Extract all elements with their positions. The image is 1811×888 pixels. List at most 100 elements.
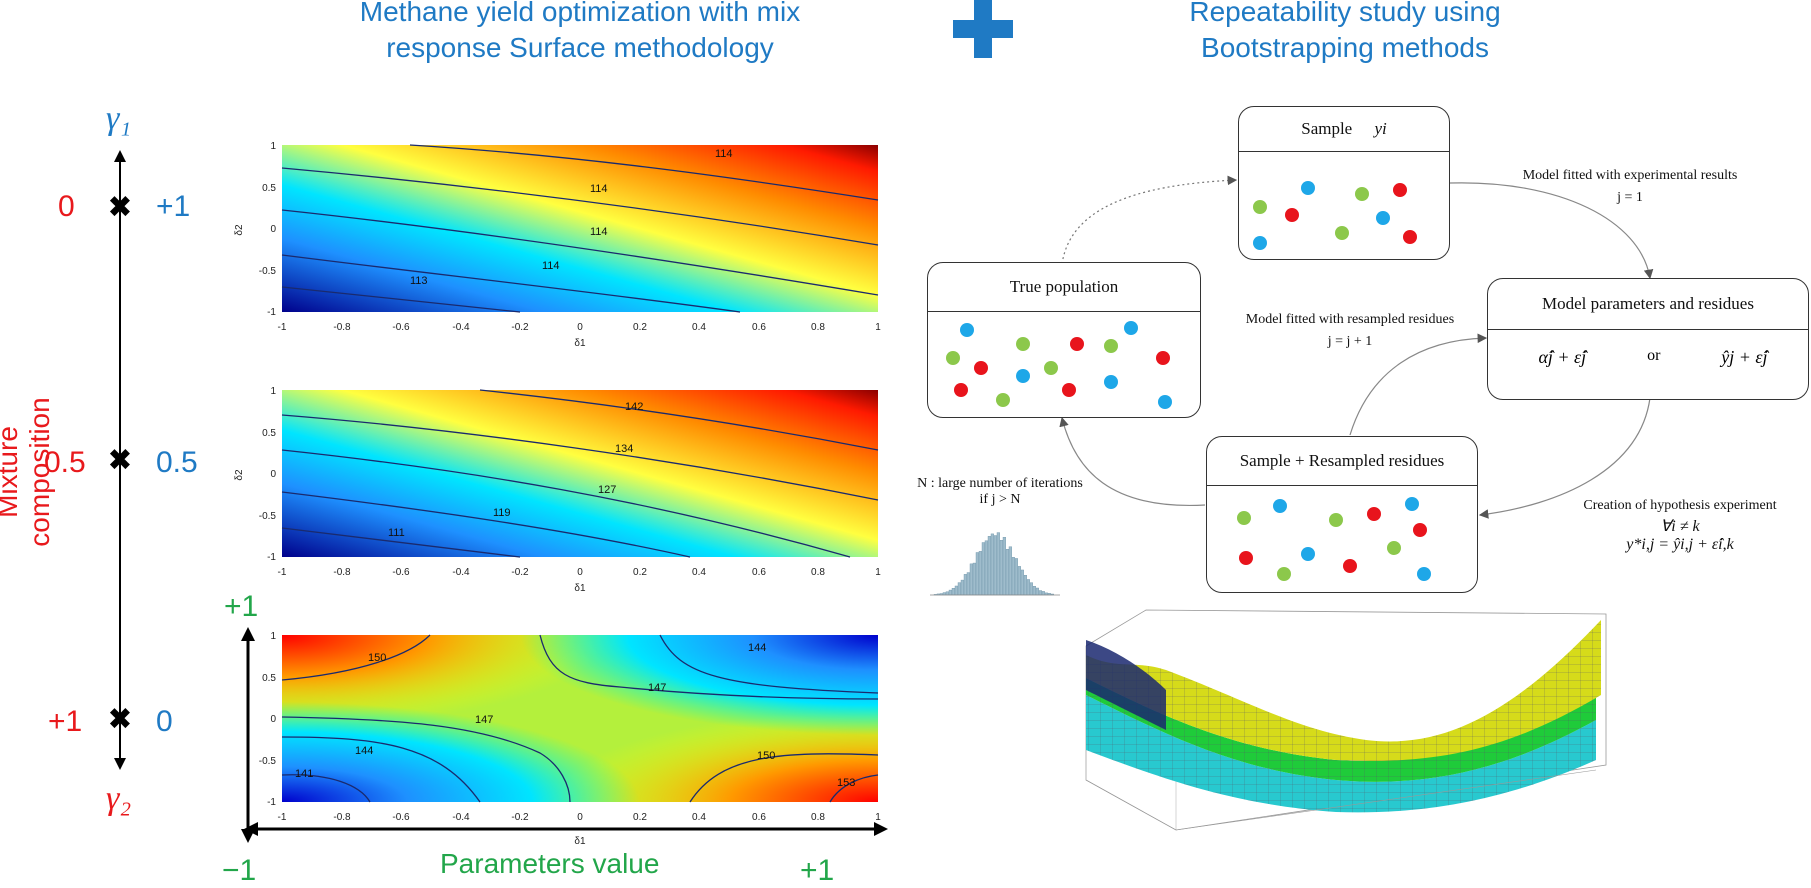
contour-line — [829, 774, 879, 803]
hypothesis-forall: ∀i ≠ k — [1660, 518, 1700, 535]
y-tick: -1 — [267, 552, 276, 563]
x-tick: 0.8 — [811, 322, 825, 333]
histogram-bar — [1029, 582, 1033, 596]
contour-label-3: 127 — [598, 484, 616, 496]
x-tick: -0.4 — [452, 322, 470, 333]
contour-plot-2: 142 134 127 119 111 1 0.5 0 -0.5 -1 -1 -… — [234, 386, 881, 594]
contour-line — [281, 286, 521, 313]
histogram-bar — [1008, 546, 1012, 596]
heatmap-field — [282, 390, 878, 557]
histogram-bar — [951, 588, 955, 596]
parameter-arrows — [241, 627, 888, 843]
formula-yhat: ŷj + ε̂j — [1721, 347, 1768, 367]
model-parameters-title: Model parameters and residues — [1488, 279, 1808, 330]
contour-label-6: 141 — [295, 768, 313, 780]
param-plus-top: +1 — [224, 590, 259, 623]
contour-line — [281, 254, 741, 313]
x-tick: 0.4 — [692, 322, 706, 333]
contour-line — [539, 634, 879, 700]
sample-box: Sample yi — [1238, 106, 1450, 260]
x-tick: 0.2 — [633, 322, 647, 333]
left-title-line2: response Surface methodology — [386, 32, 774, 63]
y-tick: 0 — [270, 469, 276, 480]
histogram-bar — [1005, 549, 1009, 596]
x-tick: 0.4 — [692, 812, 706, 823]
x-tick: -0.6 — [392, 322, 410, 333]
mixture-axis: ✖ ✖ ✖ — [107, 150, 133, 770]
y-tick: -1 — [267, 307, 276, 318]
label-hypothesis: Creation of hypothesis experiment ∀i ≠ k… — [1555, 498, 1805, 554]
x-tick: 0 — [577, 567, 583, 578]
contour-line — [409, 144, 879, 201]
contour-label-1: 150 — [368, 652, 386, 664]
histogram-bar — [954, 585, 958, 596]
histogram-bar — [981, 542, 985, 596]
contour-line — [281, 716, 571, 803]
histogram-bar — [945, 591, 949, 596]
histogram-bar — [1026, 579, 1030, 596]
contour-label-4: 114 — [542, 260, 560, 272]
x-tick: -0.2 — [511, 812, 529, 823]
x-tick: 0.6 — [752, 567, 766, 578]
left-title: Methane yield optimization with mix resp… — [300, 0, 860, 66]
x-tick: -1 — [278, 322, 287, 333]
y-tick: -0.5 — [259, 266, 277, 277]
y-axis-label: δ2 — [234, 224, 245, 236]
histogram-bar — [978, 551, 982, 596]
contour-line — [689, 753, 879, 803]
sample-header: Sample yi — [1239, 107, 1449, 152]
fit-resampled-text: Model fitted with resampled residues — [1245, 312, 1455, 327]
histogram-bar — [1014, 558, 1018, 596]
x-axis-label: δ1 — [574, 583, 586, 594]
x-tick: -0.2 — [511, 322, 529, 333]
contour-line — [479, 389, 879, 451]
contour-label-3: 147 — [648, 682, 666, 694]
param-plus-right: +1 — [800, 854, 835, 887]
j-increment: j = j + 1 — [1327, 334, 1373, 349]
x-tick: 0 — [577, 812, 583, 823]
x-tick: 0.8 — [811, 567, 825, 578]
plus-icon — [953, 0, 1013, 60]
contour-label-1: 114 — [715, 148, 733, 160]
dotted-arrow — [1061, 175, 1238, 265]
contour-line — [659, 634, 879, 694]
cross-marker-3: ✖ — [107, 702, 132, 737]
contour-line — [281, 449, 851, 558]
contour-label-5: 113 — [410, 275, 428, 287]
y-tick: 0.5 — [262, 183, 276, 194]
y-tick: 0 — [270, 224, 276, 235]
x-tick: 1 — [875, 567, 881, 578]
y-tick: 0.5 — [262, 673, 276, 684]
label-fit-experimental: Model fitted with experimental results j… — [1490, 168, 1770, 206]
mix-point1-right: +1 — [156, 190, 191, 223]
histogram-bar — [1011, 557, 1015, 596]
x-tick: 1 — [875, 322, 881, 333]
y-tick: 1 — [270, 141, 276, 152]
x-tick: -0.4 — [452, 567, 470, 578]
x-tick: -0.2 — [511, 567, 529, 578]
right-title-line1: Repeatability study using — [1189, 0, 1501, 27]
mix-point3-right: 0 — [156, 705, 173, 738]
histogram-bar — [948, 589, 952, 596]
parameters-value-label: Parameters value — [440, 848, 660, 879]
histogram-bar — [972, 562, 976, 596]
cross-marker-2: ✖ — [107, 443, 132, 478]
model-formula-row: α̂j + ε̂j or ŷj + ε̂j — [1508, 347, 1798, 368]
contour-plot-1: 114 114 114 114 113 1 0.5 0 -0.5 -1 -1 -… — [234, 141, 881, 349]
x-axis-label: δ1 — [574, 836, 586, 847]
right-title-line2: Bootstrapping methods — [1201, 32, 1489, 63]
label-iterations: N : large number of iterations if j > N — [895, 476, 1105, 508]
contour-line — [281, 736, 481, 803]
svg-text:✖: ✖ — [107, 702, 132, 737]
contour-label-4: 147 — [475, 714, 493, 726]
histogram-bar — [1035, 587, 1039, 596]
x-tick: 0.4 — [692, 567, 706, 578]
right-title: Repeatability study using Bootstrapping … — [1050, 0, 1640, 66]
sample-title: Sample — [1301, 119, 1353, 138]
y-tick: -1 — [267, 797, 276, 808]
histogram-bar — [1041, 591, 1045, 596]
histogram-bar — [957, 582, 961, 596]
formula-alpha: α̂j + ε̂j — [1538, 347, 1587, 367]
x-tick: 0 — [577, 322, 583, 333]
histogram-bar — [960, 579, 964, 596]
